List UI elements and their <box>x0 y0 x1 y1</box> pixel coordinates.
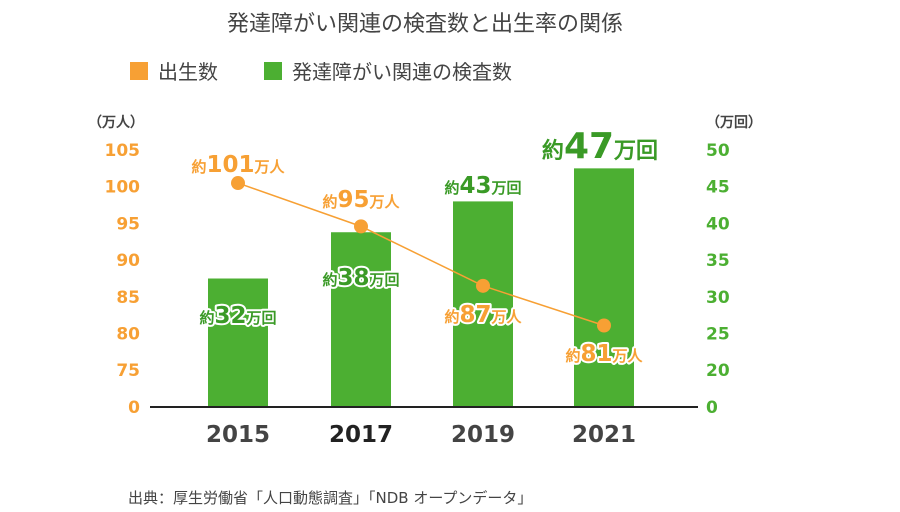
right-tick-label: 0 <box>706 398 718 418</box>
left-tick-label: 0 <box>128 398 140 418</box>
line-value-label: 約81万人 <box>565 341 643 367</box>
line-value-label: 約87万人 <box>444 302 522 328</box>
x-tick-label: 2015 <box>206 422 270 448</box>
right-tick-label: 20 <box>706 361 730 381</box>
legend-swatch-tests <box>264 62 282 80</box>
right-tick-label: 50 <box>706 141 730 161</box>
x-tick-label: 2017 <box>329 422 393 448</box>
left-tick-label: 95 <box>116 214 140 234</box>
bar-value-label: 約32万回 <box>199 303 276 329</box>
right-tick-label: 30 <box>706 288 730 308</box>
legend-label-tests: 発達障がい関連の検査数 <box>292 60 512 84</box>
bar <box>331 232 391 407</box>
left-tick-label: 90 <box>116 251 140 271</box>
births-point <box>476 278 490 293</box>
left-tick-label: 85 <box>116 288 140 308</box>
right-tick-label: 35 <box>706 251 730 271</box>
line-value-label: 約101万人 <box>191 152 285 178</box>
chart-title: 発達障がい関連の検査数と出生率の関係 <box>226 12 623 37</box>
x-tick-label: 2019 <box>451 422 515 448</box>
legend-swatch-births <box>130 62 148 80</box>
source-note: 出典：厚生労働省「人口動態調査」「NDB オープンデータ」 <box>128 489 533 507</box>
left-axis-unit: （万人） <box>88 114 144 131</box>
line-value-label: 約95万人 <box>322 187 400 213</box>
bar <box>574 168 634 407</box>
right-tick-label: 40 <box>706 214 730 234</box>
bar-value-label: 約47万回 <box>542 126 658 167</box>
births-point <box>354 219 368 234</box>
births-point <box>597 318 611 333</box>
left-tick-label: 105 <box>105 141 141 161</box>
left-tick-label: 100 <box>105 178 141 198</box>
right-tick-label: 25 <box>706 325 730 345</box>
left-tick-label: 75 <box>116 361 140 381</box>
bar <box>453 201 513 407</box>
bar <box>208 278 268 407</box>
bar-value-label: 約38万回 <box>322 265 399 291</box>
right-tick-label: 45 <box>706 178 730 198</box>
right-axis-unit: （万回） <box>706 115 762 131</box>
births-line <box>237 182 605 327</box>
legend-label-births: 出生数 <box>158 60 218 84</box>
bar-value-label: 約43万回 <box>444 173 521 199</box>
left-tick-label: 80 <box>116 325 140 345</box>
x-tick-label: 2021 <box>572 422 636 448</box>
births-point <box>231 176 245 191</box>
